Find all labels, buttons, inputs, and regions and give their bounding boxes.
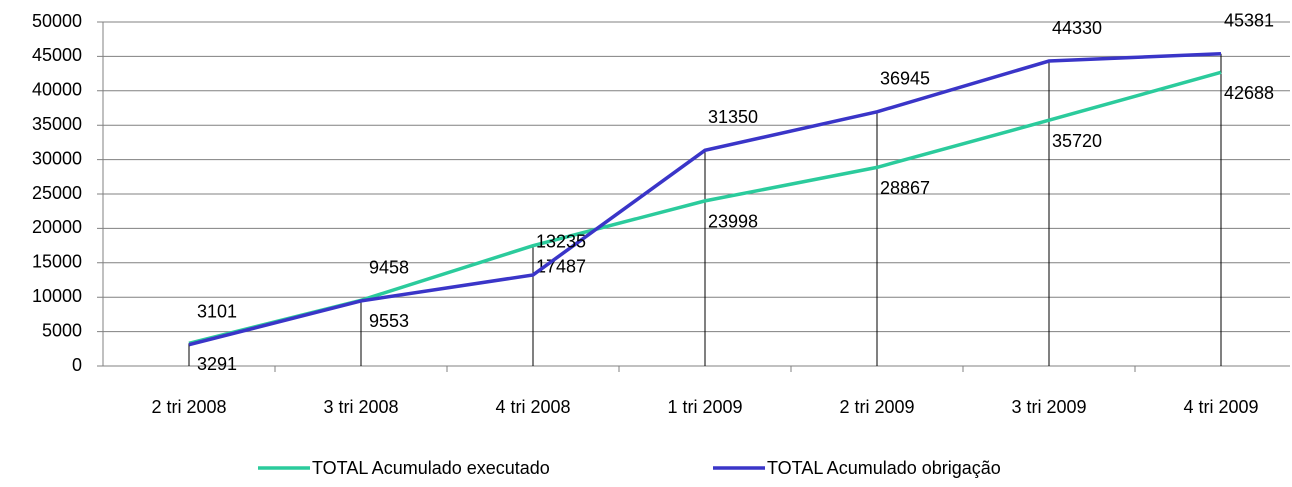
x-tick-label: 1 tri 2009: [667, 397, 742, 417]
x-tick-label: 2 tri 2008: [151, 397, 226, 417]
data-label: 28867: [880, 178, 930, 198]
data-label: 3291: [197, 354, 237, 374]
data-label: 9553: [369, 311, 409, 331]
y-tick-label: 5000: [42, 320, 82, 340]
data-label: 45381: [1224, 11, 1274, 31]
data-label: 42688: [1224, 83, 1274, 103]
y-tick-label: 30000: [32, 148, 82, 168]
data-label: 31350: [708, 107, 758, 127]
data-label: 23998: [708, 212, 758, 232]
legend-label: TOTAL Acumulado obrigação: [767, 458, 1001, 478]
x-tick-label: 3 tri 2009: [1011, 397, 1086, 417]
y-tick-label: 0: [72, 355, 82, 375]
legend-label: TOTAL Acumulado executado: [312, 458, 550, 478]
data-label: 17487: [536, 256, 586, 276]
y-tick-label: 35000: [32, 114, 82, 134]
data-label: 13235: [536, 232, 586, 252]
y-tick-label: 50000: [32, 11, 82, 31]
y-tick-label: 40000: [32, 80, 82, 100]
x-tick-label: 4 tri 2009: [1183, 397, 1258, 417]
data-label: 44330: [1052, 18, 1102, 38]
y-tick-label: 45000: [32, 45, 82, 65]
series-line: [188, 52, 1222, 347]
y-tick-label: 10000: [32, 286, 82, 306]
x-tick-label: 2 tri 2009: [839, 397, 914, 417]
x-tick-label: 4 tri 2008: [495, 397, 570, 417]
x-tick-label: 3 tri 2008: [323, 397, 398, 417]
data-label: 9458: [369, 258, 409, 278]
data-label: 36945: [880, 69, 930, 89]
data-label: 3101: [197, 301, 237, 321]
y-tick-label: 25000: [32, 183, 82, 203]
data-label: 35720: [1052, 131, 1102, 151]
y-tick-label: 15000: [32, 252, 82, 272]
y-tick-label: 20000: [32, 217, 82, 237]
